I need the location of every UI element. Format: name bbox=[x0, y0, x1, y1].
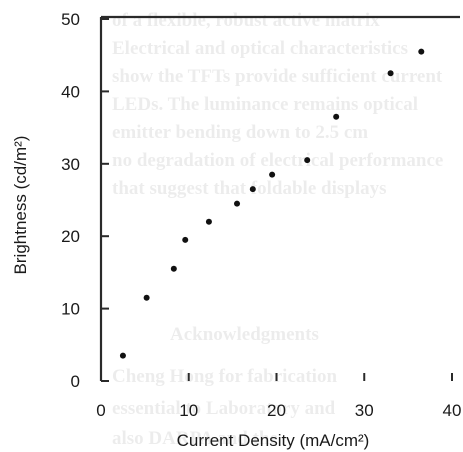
data-point bbox=[144, 295, 150, 301]
data-point bbox=[182, 237, 188, 243]
svg-text:Electrical and optical charact: Electrical and optical characteristics bbox=[112, 38, 408, 59]
y-tick-label: 20 bbox=[61, 227, 80, 246]
data-point bbox=[120, 353, 126, 359]
svg-text:Cheng Hong for fabrication: Cheng Hong for fabrication bbox=[112, 366, 337, 387]
svg-text:of a flexible, robust active m: of a flexible, robust active matrix bbox=[112, 10, 380, 31]
svg-text:emitter bending down to 2.5 cm: emitter bending down to 2.5 cm bbox=[112, 122, 368, 143]
x-tick-label: 40 bbox=[443, 401, 462, 420]
data-point bbox=[269, 172, 275, 178]
y-tick-label: 50 bbox=[61, 10, 80, 29]
x-tick-label: 30 bbox=[355, 401, 374, 420]
data-point bbox=[234, 201, 240, 207]
svg-text:essential to Laboratory and: essential to Laboratory and bbox=[112, 398, 336, 419]
data-point bbox=[418, 49, 424, 55]
svg-text:that suggest that foldable dis: that suggest that foldable displays bbox=[112, 178, 387, 199]
y-axis-title: Brightness (cd/m²) bbox=[11, 136, 30, 275]
x-tick-label: 20 bbox=[267, 401, 286, 420]
svg-text:show the TFTs provide sufficie: show the TFTs provide sufficient current bbox=[112, 66, 443, 87]
y-tick-label: 40 bbox=[61, 82, 80, 101]
y-tick-label: 0 bbox=[71, 372, 80, 391]
data-point bbox=[206, 219, 212, 225]
x-axis-title: Current Density (mA/cm²) bbox=[177, 431, 370, 450]
x-tick-label: 0 bbox=[96, 401, 105, 420]
y-tick-label: 30 bbox=[61, 155, 80, 174]
svg-text:Acknowledgments: Acknowledgments bbox=[170, 324, 319, 345]
svg-text:LEDs. The luminance remains op: LEDs. The luminance remains optical bbox=[112, 94, 418, 115]
data-point bbox=[171, 266, 177, 272]
data-point bbox=[388, 70, 394, 76]
page-bleed-through-texture: of a flexible, robust active matrix Elec… bbox=[112, 10, 443, 449]
data-point bbox=[250, 186, 256, 192]
svg-text:no degradation of electrical p: no degradation of electrical performance bbox=[112, 150, 443, 171]
x-tick-label: 10 bbox=[179, 401, 198, 420]
data-point bbox=[304, 157, 310, 163]
y-tick-label: 10 bbox=[61, 300, 80, 319]
data-point bbox=[333, 114, 339, 120]
